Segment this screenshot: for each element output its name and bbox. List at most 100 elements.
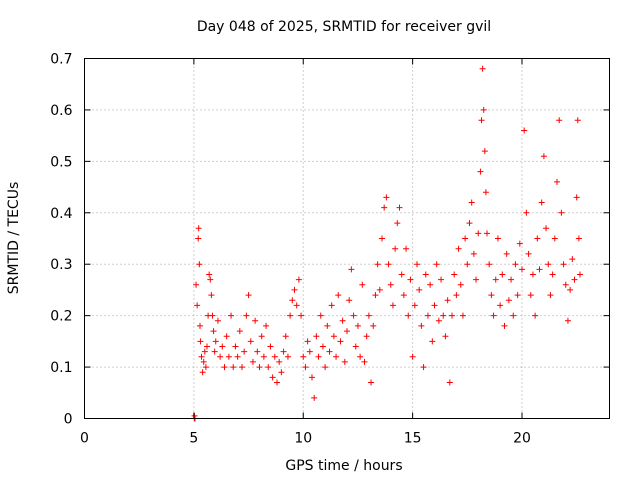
data-point — [564, 317, 571, 324]
data-point — [354, 322, 361, 329]
data-point — [532, 312, 539, 319]
x-tick-label: 20 — [513, 431, 531, 447]
data-point — [199, 369, 206, 376]
data-point — [335, 292, 342, 299]
data-point — [287, 312, 294, 319]
data-point — [198, 353, 205, 360]
data-point — [512, 261, 519, 268]
data-point — [519, 266, 525, 273]
data-point — [341, 358, 348, 365]
data-point — [381, 204, 388, 211]
data-point — [359, 281, 366, 288]
y-tick-label: 0.2 — [50, 309, 72, 325]
data-point — [482, 189, 489, 196]
data-point — [562, 281, 569, 288]
data-point — [348, 266, 355, 273]
data-point — [462, 235, 469, 242]
data-point — [486, 261, 493, 268]
data-point — [298, 312, 305, 319]
data-point — [245, 292, 252, 299]
data-point — [556, 117, 563, 124]
data-point — [398, 271, 405, 278]
data-point — [239, 364, 245, 371]
data-point — [311, 394, 318, 401]
data-point — [333, 353, 340, 360]
data-point — [228, 312, 235, 319]
data-point — [549, 271, 556, 278]
data-point — [516, 240, 523, 247]
data-point — [385, 261, 392, 268]
data-point — [442, 333, 449, 340]
data-point — [477, 168, 484, 175]
data-point — [319, 343, 326, 350]
y-tick-label: 0.6 — [50, 103, 72, 119]
data-point — [207, 276, 214, 283]
data-point — [503, 250, 510, 257]
data-point — [195, 235, 202, 242]
y-axis-label: SRMTID / TECUs — [6, 182, 22, 295]
data-point — [201, 348, 208, 355]
data-point — [350, 312, 357, 319]
data-point — [271, 353, 278, 360]
data-point — [416, 286, 423, 293]
y-tick-label: 0.5 — [50, 154, 72, 170]
data-point — [284, 353, 291, 360]
data-point — [344, 328, 350, 335]
data-point — [247, 338, 254, 345]
data-point — [317, 312, 324, 319]
data-point — [560, 261, 567, 268]
data-point — [558, 209, 565, 216]
data-point — [433, 261, 440, 268]
data-point — [304, 338, 311, 345]
data-point — [510, 312, 517, 319]
data-point — [376, 286, 383, 293]
data-points — [191, 65, 583, 422]
data-point — [527, 292, 534, 299]
data-point — [464, 261, 471, 268]
data-point — [282, 333, 289, 340]
data-point — [521, 127, 528, 134]
x-tick-label: 5 — [189, 431, 198, 447]
data-point — [508, 276, 515, 283]
data-point — [209, 312, 216, 319]
data-point — [403, 245, 410, 252]
data-point — [481, 148, 488, 155]
data-point — [505, 297, 512, 304]
data-point — [514, 292, 521, 299]
data-point — [536, 266, 543, 273]
data-point — [295, 276, 302, 283]
y-tick-label: 0.4 — [50, 206, 72, 222]
data-point — [547, 292, 554, 299]
data-point — [427, 281, 434, 288]
data-point — [236, 328, 243, 335]
data-point — [455, 245, 462, 252]
data-point — [370, 322, 377, 329]
data-point — [574, 117, 581, 124]
data-point — [414, 261, 420, 268]
data-point — [309, 374, 315, 381]
data-point — [466, 220, 473, 227]
data-point — [265, 364, 272, 371]
data-point — [339, 317, 346, 324]
data-point — [234, 353, 241, 360]
data-point — [200, 358, 207, 365]
data-point — [346, 297, 353, 304]
data-point — [230, 364, 237, 371]
data-point — [258, 333, 265, 340]
data-point — [576, 271, 583, 278]
data-point — [302, 364, 309, 371]
data-point — [221, 364, 228, 371]
data-point — [196, 261, 203, 268]
y-tick-label: 0 — [64, 412, 73, 428]
data-point — [499, 271, 506, 278]
x-axis-label: GPS time / hours — [285, 458, 402, 474]
data-point — [480, 106, 487, 113]
data-point — [223, 333, 230, 340]
data-point — [473, 276, 480, 283]
data-point — [392, 245, 399, 252]
data-point — [494, 235, 501, 242]
data-point — [280, 348, 287, 355]
data-point — [368, 379, 375, 386]
data-point — [438, 276, 445, 283]
data-point — [211, 348, 218, 355]
